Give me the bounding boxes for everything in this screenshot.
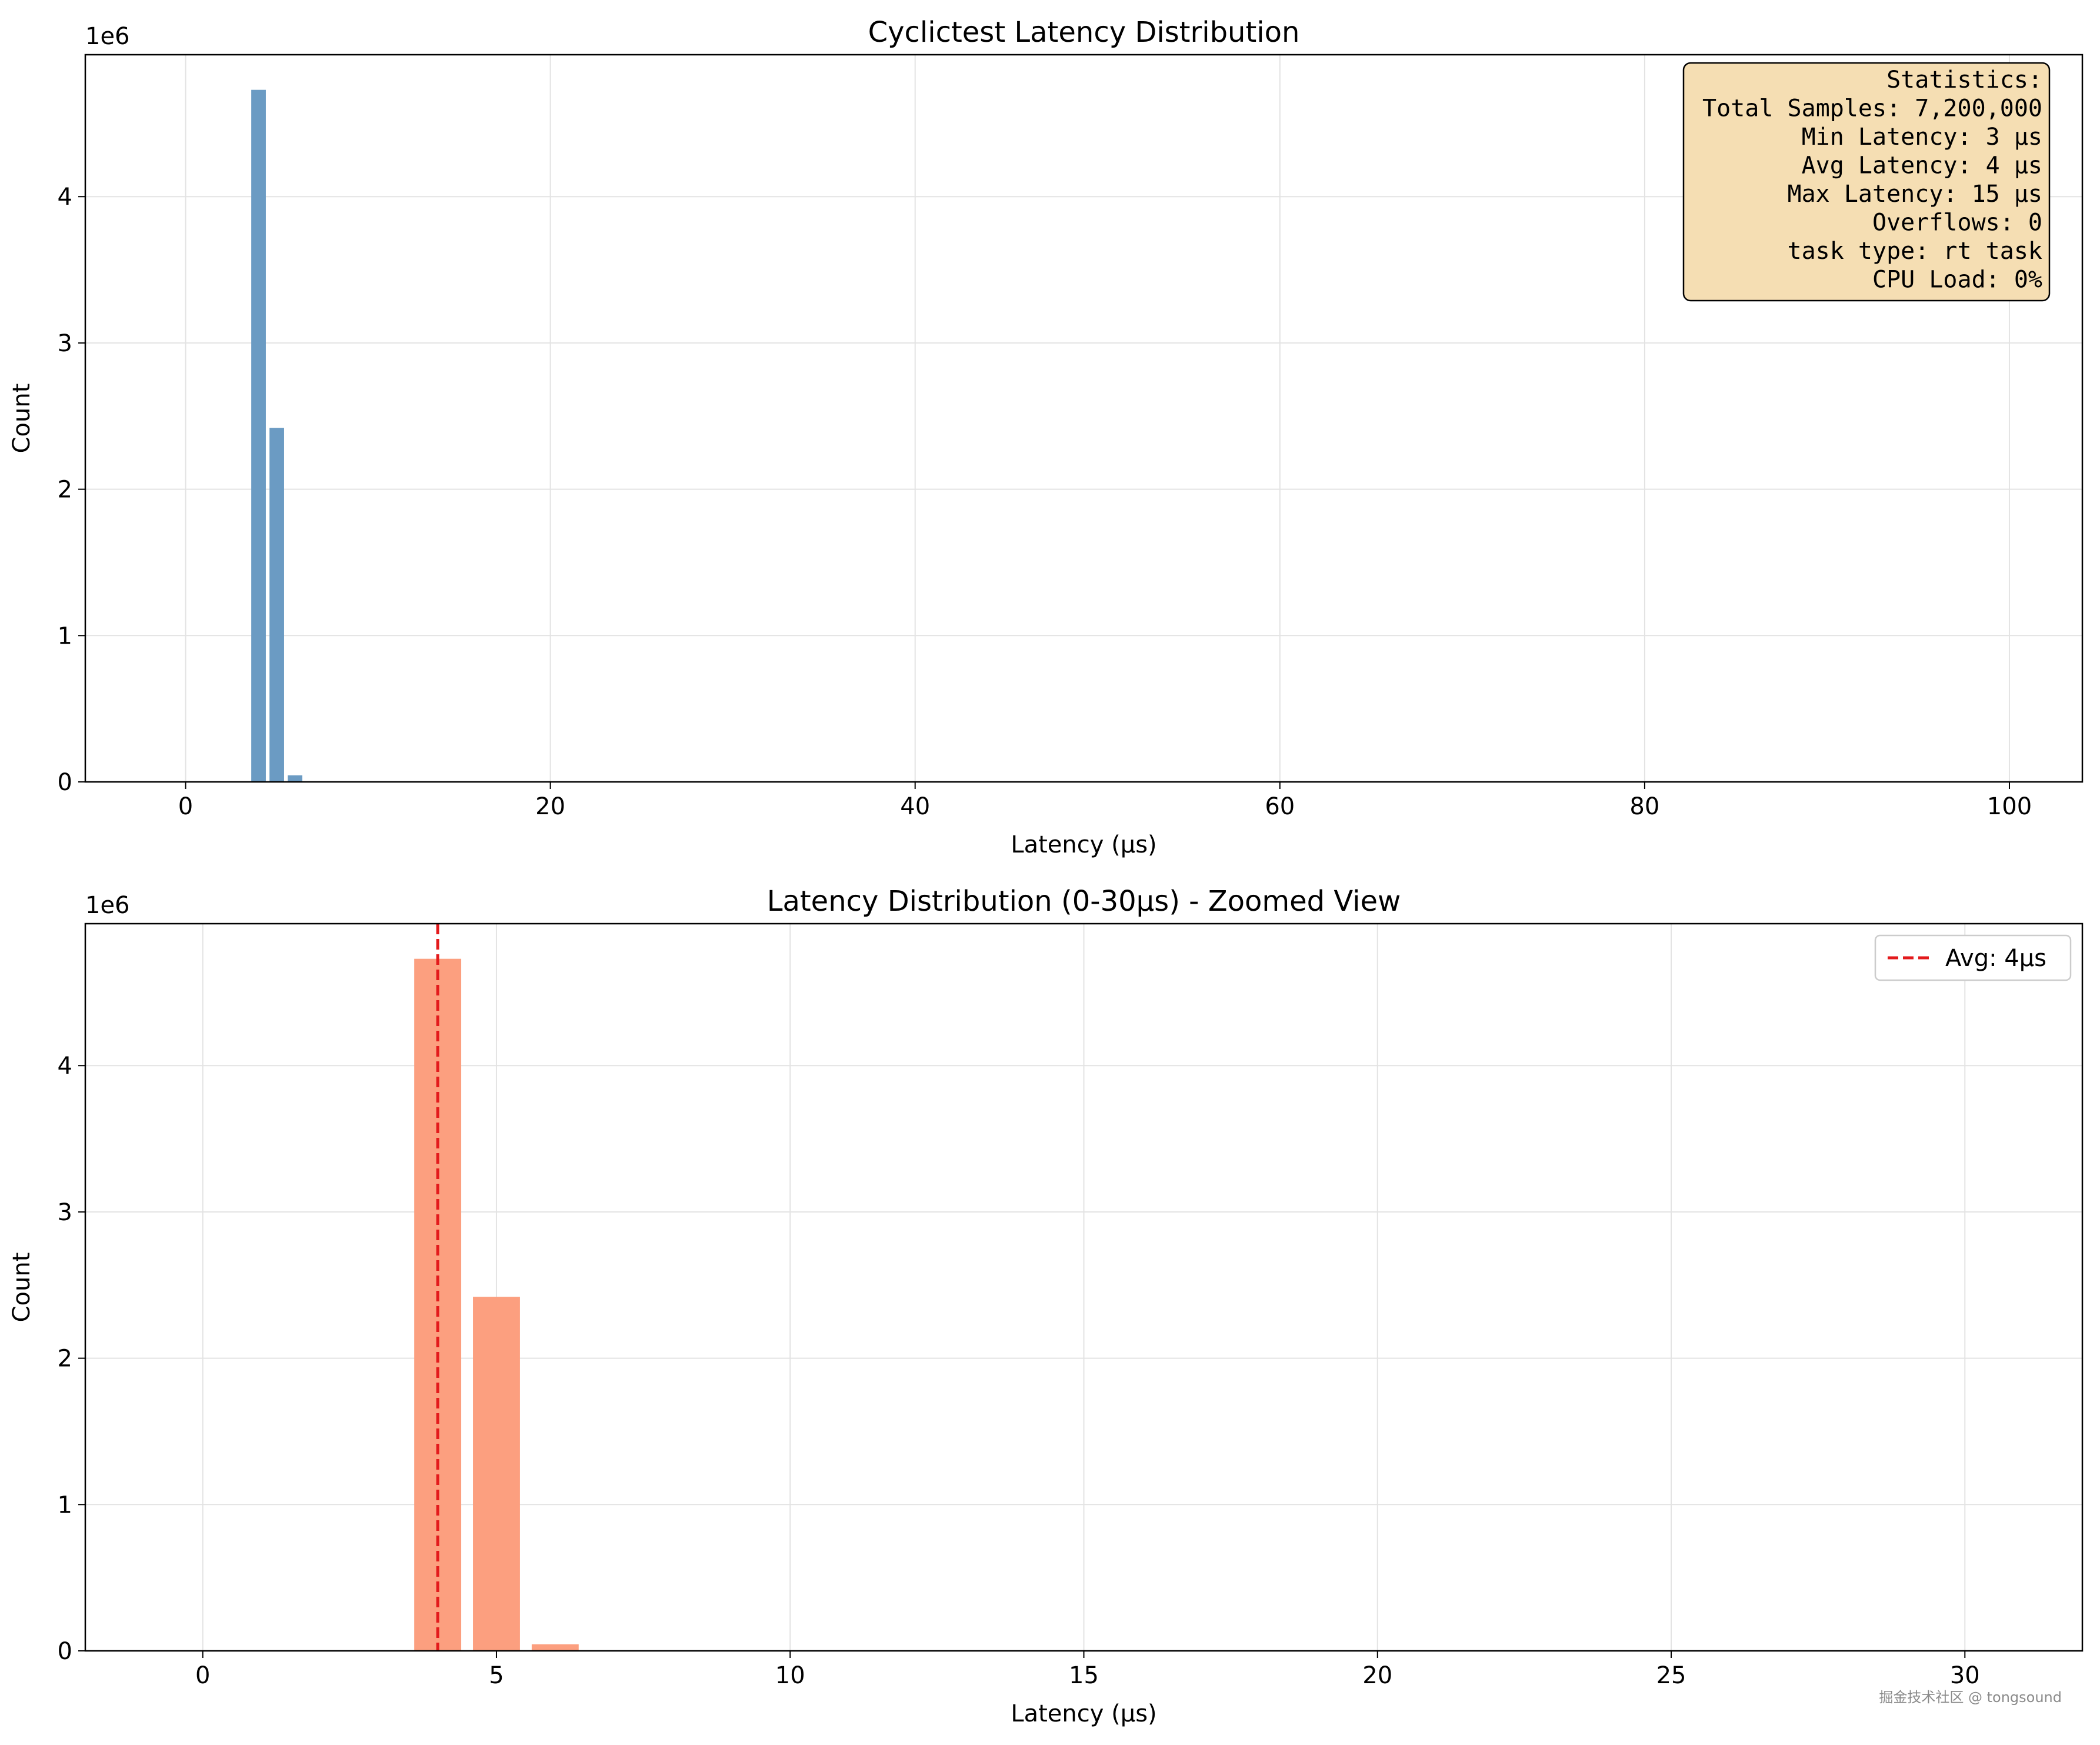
y-axis-label: Count bbox=[8, 384, 35, 454]
histogram-bar bbox=[269, 428, 284, 782]
y-tick-label: 2 bbox=[58, 1346, 72, 1373]
x-tick-label: 100 bbox=[1987, 793, 2032, 820]
x-tick-labels: 0 20 40 60 80 100 bbox=[178, 782, 2032, 820]
x-tick-label: 20 bbox=[1362, 1662, 1392, 1689]
y-tick-labels: 0 1 2 3 4 bbox=[58, 1053, 85, 1665]
chart-full-range: 0 20 40 60 80 100 0 1 2 3 4 Cyclictest Latency Di… bbox=[8, 16, 2084, 858]
y-tick-label: 1 bbox=[58, 622, 72, 650]
legend-box bbox=[1874, 934, 2072, 981]
stats-line: Avg Latency: 4 µs bbox=[1802, 152, 2042, 179]
y-tick-label: 0 bbox=[58, 1638, 72, 1665]
chart-zoomed: 0 5 10 15 20 25 30 0 1 2 3 4 Latency Distribution … bbox=[8, 885, 2084, 1727]
stats-line: Overflows: 0 bbox=[1872, 209, 2042, 237]
chart-title: Cyclictest Latency Distribution bbox=[868, 16, 1300, 49]
stats-line: CPU Load: 0% bbox=[1872, 267, 2042, 294]
x-tick-label: 30 bbox=[1950, 1662, 1980, 1689]
y-tick-label: 3 bbox=[58, 330, 72, 357]
y-tick-label: 3 bbox=[58, 1199, 72, 1226]
stats-line: task type: rt task bbox=[1788, 238, 2042, 265]
stats-line: Min Latency: 3 µs bbox=[1802, 124, 2042, 151]
bars bbox=[414, 958, 579, 1651]
x-axis-label: Latency (µs) bbox=[1011, 1700, 1156, 1727]
grid-lines bbox=[85, 924, 2082, 1651]
statistics-box-background bbox=[1682, 62, 2051, 302]
stats-line: Total Samples: 7,200,000 bbox=[1702, 95, 2042, 122]
x-tick-label: 5 bbox=[489, 1662, 504, 1689]
bars bbox=[251, 89, 302, 782]
plot-frame bbox=[84, 54, 2084, 783]
histogram-bar bbox=[414, 958, 462, 1651]
statistics-box: Statistics: Total Samples: 7,200,000 Min… bbox=[1682, 62, 2051, 302]
x-tick-label: 15 bbox=[1069, 1662, 1099, 1689]
x-tick-label: 40 bbox=[900, 793, 930, 820]
y-tick-label: 1 bbox=[58, 1491, 72, 1518]
x-tick-label: 20 bbox=[535, 793, 565, 820]
x-tick-label: 60 bbox=[1265, 793, 1295, 820]
histogram-bar bbox=[473, 1297, 520, 1651]
x-axis-label: Latency (µs) bbox=[1011, 831, 1156, 858]
y-offset-label: 1e6 bbox=[85, 892, 130, 919]
x-tick-label: 0 bbox=[195, 1662, 210, 1689]
stats-line: Max Latency: 15 µs bbox=[1788, 181, 2042, 208]
y-tick-label: 2 bbox=[58, 477, 72, 504]
legend-label: Avg: 4µs bbox=[1945, 945, 2046, 972]
y-tick-label: 0 bbox=[58, 769, 72, 796]
x-tick-label: 25 bbox=[1656, 1662, 1686, 1689]
x-tick-labels: 0 5 10 15 20 25 30 bbox=[195, 1651, 1980, 1689]
histogram-bar bbox=[251, 89, 266, 782]
x-tick-label: 80 bbox=[1629, 793, 1659, 820]
y-tick-labels: 0 1 2 3 4 bbox=[58, 184, 85, 796]
legend: Avg: 4µs bbox=[1874, 934, 2072, 981]
y-tick-label: 4 bbox=[58, 184, 72, 211]
y-offset-label: 1e6 bbox=[85, 23, 130, 50]
y-axis-label: Count bbox=[8, 1253, 35, 1323]
stats-line: Statistics: bbox=[1886, 66, 2042, 94]
x-tick-label: 0 bbox=[178, 793, 193, 820]
histogram-bar bbox=[531, 1644, 579, 1651]
watermark: 掘金技术社区 @ tongsound bbox=[1879, 1689, 2062, 1706]
y-tick-label: 4 bbox=[58, 1053, 72, 1080]
x-tick-label: 10 bbox=[775, 1662, 805, 1689]
histogram-bar bbox=[288, 775, 302, 782]
chart-title: Latency Distribution (0-30µs) - Zoomed V… bbox=[767, 885, 1401, 918]
